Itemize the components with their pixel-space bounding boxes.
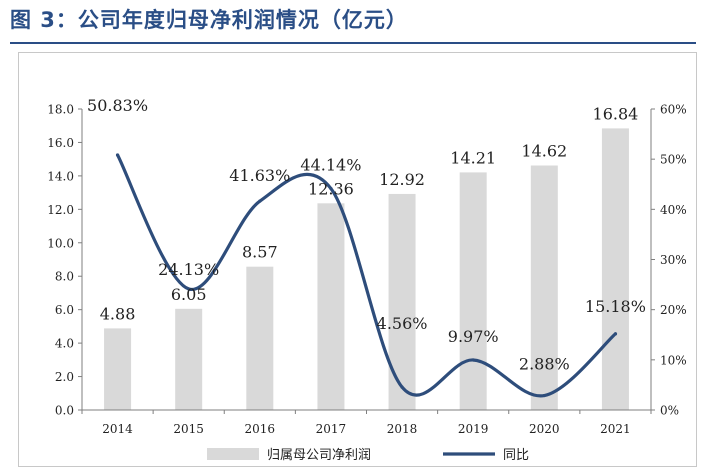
bar-2016 xyxy=(246,266,274,410)
bar-2014 xyxy=(104,328,132,410)
right-tick-label: 10% xyxy=(660,353,687,367)
legend-label-bar: 归属母公司净利润 xyxy=(267,448,371,463)
x-tick-label-2019: 2019 xyxy=(458,422,489,436)
bar-value-label-2016: 8.57 xyxy=(242,243,278,262)
bar-2021 xyxy=(601,128,629,411)
left-tick-label: 2.0 xyxy=(55,370,74,384)
x-tick-label-2020: 2020 xyxy=(529,422,560,436)
right-tick-label: 30% xyxy=(660,253,687,267)
right-tick-label: 20% xyxy=(660,303,687,317)
chart-frame: 0.0 2.0 4.0 6.0 8.0 10.0 12.0 14.0 16.0 18.0 0% 10%… xyxy=(18,52,697,467)
bar-value-label-2017: 12.36 xyxy=(308,179,354,198)
yoy-value-label-2016: 41.63% xyxy=(229,166,290,185)
yoy-value-label-2019: 9.97% xyxy=(448,327,499,346)
x-tick-label-2017: 2017 xyxy=(316,422,347,436)
bar-2019 xyxy=(459,172,487,410)
left-tick-label: 10.0 xyxy=(47,236,74,250)
line-series xyxy=(115,153,618,398)
left-tick-label: 12.0 xyxy=(47,203,74,217)
legend: 归属母公司净利润 同比 xyxy=(207,448,529,463)
chart: 0.0 2.0 4.0 6.0 8.0 10.0 12.0 14.0 16.0 18.0 0% 10%… xyxy=(47,96,686,463)
bar-series xyxy=(104,128,629,411)
bar-value-label-2014: 4.88 xyxy=(100,304,136,323)
axes: 0.0 2.0 4.0 6.0 8.0 10.0 12.0 14.0 16.0 18.0 0% 10%… xyxy=(47,103,686,437)
yoy-point-2014 xyxy=(115,153,120,157)
yoy-value-label-2014: 50.83% xyxy=(87,96,148,115)
yoy-value-label-2020: 2.88% xyxy=(519,355,570,374)
yoy-value-label-2015: 24.13% xyxy=(158,260,219,279)
legend-label-line: 同比 xyxy=(503,448,529,463)
right-tick-label: 0% xyxy=(660,404,679,418)
left-tick-label: 0.0 xyxy=(55,404,74,418)
right-tick-label: 40% xyxy=(660,203,687,217)
yoy-point-2018 xyxy=(400,385,404,389)
bar-value-label-2021: 16.84 xyxy=(593,104,639,123)
bar-value-label-2018: 12.92 xyxy=(379,170,425,189)
x-tick-label-2015: 2015 xyxy=(173,422,204,436)
bar-2018 xyxy=(388,193,416,410)
yoy-value-label-2021: 15.18% xyxy=(585,297,646,316)
figure-title: 图 3：公司年度归母净利润情况（亿元） xyxy=(10,8,408,32)
left-tick-label: 4.0 xyxy=(55,337,74,351)
bar-value-label-2020: 14.62 xyxy=(521,142,567,161)
yoy-point-2019 xyxy=(471,358,475,362)
yoy-point-2020 xyxy=(542,393,546,398)
yoy-value-label-2018: 4.56% xyxy=(377,314,428,333)
yoy-point-2021 xyxy=(613,332,618,336)
title-rule xyxy=(10,42,696,44)
bar-2017 xyxy=(317,203,345,410)
x-tick-label-2018: 2018 xyxy=(387,422,418,436)
bar-2020 xyxy=(530,165,558,410)
data-labels: 4.88 6.05 8.57 12.36 12.92 14.21 14.62 16.84 50.… xyxy=(87,96,646,374)
right-tick-label: 60% xyxy=(660,103,687,117)
yoy-point-2017 xyxy=(329,186,333,191)
legend-swatch-bar xyxy=(207,448,259,460)
left-tick-label: 8.0 xyxy=(55,270,74,284)
bar-2015 xyxy=(175,308,203,410)
yoy-point-2015 xyxy=(187,287,191,291)
x-tick-label-2016: 2016 xyxy=(245,422,276,436)
right-tick-label: 50% xyxy=(660,153,687,167)
left-tick-label: 18.0 xyxy=(47,103,74,117)
bar-value-label-2019: 14.21 xyxy=(450,148,496,167)
left-tick-label: 14.0 xyxy=(47,169,74,183)
bar-value-label-2015: 6.05 xyxy=(171,285,207,304)
x-tick-label-2014: 2014 xyxy=(102,422,133,436)
left-tick-label: 16.0 xyxy=(47,136,74,150)
left-tick-label: 6.0 xyxy=(55,303,74,317)
yoy-value-label-2017: 44.14% xyxy=(300,156,361,175)
yoy-point-2016 xyxy=(258,199,262,203)
x-tick-label-2021: 2021 xyxy=(600,422,631,436)
